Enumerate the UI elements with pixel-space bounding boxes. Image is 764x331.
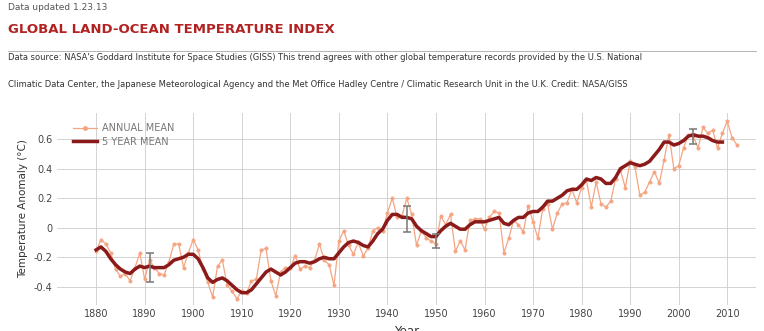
Text: Climatic Data Center, the Japanese Meteorological Agency and the Met Office Hadl: Climatic Data Center, the Japanese Meteo… [8,80,627,89]
X-axis label: Year: Year [394,325,419,331]
Text: Data source: NASA's Goddard Institute for Space Studies (GISS) This trend agrees: Data source: NASA's Goddard Institute fo… [8,53,642,62]
Legend: ANNUAL MEAN, 5 YEAR MEAN: ANNUAL MEAN, 5 YEAR MEAN [70,119,179,151]
Y-axis label: Temperature Anomaly (°C): Temperature Anomaly (°C) [18,139,28,278]
Text: GLOBAL LAND-OCEAN TEMPERATURE INDEX: GLOBAL LAND-OCEAN TEMPERATURE INDEX [8,23,335,36]
Text: Data updated 1.23.13: Data updated 1.23.13 [8,3,107,12]
